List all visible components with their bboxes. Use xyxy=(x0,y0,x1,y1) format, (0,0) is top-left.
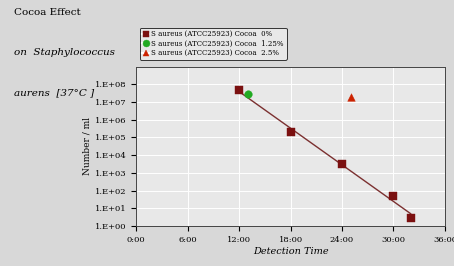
Point xyxy=(338,162,345,167)
Y-axis label: Number / ml: Number / ml xyxy=(83,117,92,175)
Point xyxy=(390,194,397,198)
Point xyxy=(347,94,354,99)
Text: aurens  [37°C ]: aurens [37°C ] xyxy=(14,88,94,97)
Point xyxy=(244,92,252,96)
Legend: S aureus (ATCC25923) Cocoa  0%, S aureus (ATCC25923) Cocoa  1.25%, S aureus (ATC: S aureus (ATCC25923) Cocoa 0%, S aureus … xyxy=(140,27,287,60)
Text: Cocoa Effect: Cocoa Effect xyxy=(14,8,80,17)
Point xyxy=(287,130,294,134)
Text: on  Staphylococcus: on Staphylococcus xyxy=(14,48,114,57)
Point xyxy=(236,88,243,92)
Point xyxy=(407,215,414,220)
X-axis label: Detection Time: Detection Time xyxy=(253,247,328,256)
